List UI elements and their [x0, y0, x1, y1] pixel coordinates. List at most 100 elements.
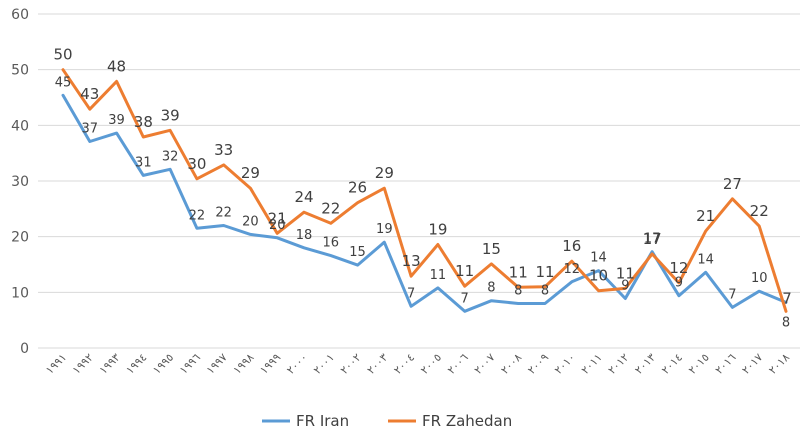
- data-label: 22: [750, 202, 769, 220]
- data-label: 7: [728, 287, 736, 302]
- x-tick-label: ١٩٩٢: [70, 351, 96, 377]
- data-label: 10: [589, 267, 608, 285]
- data-label: 11: [535, 263, 554, 281]
- data-label: 9: [621, 278, 629, 293]
- data-label: 30: [187, 155, 206, 173]
- data-label: 19: [428, 220, 447, 238]
- series-lines: [61, 68, 788, 313]
- y-axis: 0 10 20 30 40 50 60: [11, 7, 29, 357]
- data-label: 29: [241, 164, 260, 182]
- data-label: 9: [675, 276, 683, 291]
- y-tick-label: 20: [11, 230, 29, 246]
- data-label: 17: [643, 230, 662, 248]
- x-tick-label: ٢٠١٨: [766, 351, 792, 377]
- legend-label: FR Zahedan: [422, 412, 512, 430]
- data-label: 22: [321, 199, 340, 217]
- x-tick-label: ١٩٩٨: [231, 351, 257, 377]
- x-tick-label: ١٩٩١: [43, 351, 69, 377]
- data-label: 16: [562, 237, 581, 255]
- data-label: 16: [323, 236, 340, 251]
- y-tick-label: 30: [11, 174, 29, 190]
- data-label: 14: [590, 251, 607, 266]
- x-tick-label: ٢٠١٣: [632, 351, 658, 377]
- data-label: 38: [134, 113, 153, 131]
- data-label: 33: [214, 141, 233, 159]
- x-tick-label: ٢٠٠٠: [284, 351, 310, 377]
- data-label: 20: [242, 214, 259, 229]
- x-tick-label: ٢٠١٤: [659, 351, 685, 377]
- data-label: 43: [80, 85, 99, 103]
- x-tick-label: ١٩٩٧: [204, 351, 230, 377]
- x-tick-label: ٢٠١١: [579, 351, 605, 377]
- x-tick-label: ٢٠٠٢: [338, 351, 364, 377]
- x-tick-label: ٢٠٠٥: [418, 351, 444, 377]
- x-tick-label: ٢٠٠٦: [445, 351, 471, 377]
- data-label: 11: [455, 262, 474, 280]
- x-tick-label: ٢٠٠٨: [498, 351, 524, 377]
- x-tick-label: ٢٠١٦: [713, 351, 739, 377]
- x-tick-label: ٢٠١٥: [686, 351, 712, 377]
- x-tick-label: ١٩٩٤: [124, 351, 150, 377]
- data-label: 37: [82, 121, 99, 136]
- y-tick-label: 40: [11, 118, 29, 134]
- legend-label: FR Iran: [296, 412, 349, 430]
- data-label: 18: [296, 228, 313, 243]
- x-tick-label: ١٩٩٩: [257, 351, 283, 377]
- data-label: 12: [564, 262, 581, 277]
- data-label: 29: [375, 164, 394, 182]
- data-label: 7: [461, 291, 469, 306]
- data-label: 31: [135, 155, 152, 170]
- data-label: 15: [482, 240, 501, 258]
- data-label: 14: [697, 252, 714, 267]
- x-tick-label: ٢٠٠٧: [472, 351, 498, 377]
- data-label: 11: [616, 264, 635, 282]
- x-axis: ١٩٩١ ١٩٩٢ ١٩٩٣ ١٩٩٤ ١٩٩٥ ١٩٩٦ ١٩٩٧ ١٩٩٨ ١٩٩٩ ٢٠٠٠…: [43, 351, 792, 377]
- data-label: 8: [782, 315, 790, 330]
- x-tick-label: ٢٠٠٤: [391, 351, 417, 377]
- data-label: 13: [402, 252, 421, 270]
- series-line-fr-zahedan: [61, 68, 788, 313]
- x-tick-label: ٢٠١٠: [552, 351, 578, 377]
- data-label: 7: [407, 286, 415, 301]
- data-label: 22: [189, 208, 206, 223]
- data-label: 8: [514, 283, 522, 298]
- y-tick-label: 10: [11, 285, 29, 301]
- y-tick-label: 50: [11, 63, 29, 79]
- series-line-fr-iran: [61, 93, 788, 313]
- data-label: 21: [268, 209, 287, 227]
- data-label: 8: [487, 281, 495, 296]
- data-label: 7: [782, 289, 792, 307]
- x-tick-label: ١٩٩٣: [97, 351, 123, 377]
- x-tick-label: ٢٠٠١: [311, 351, 337, 377]
- gridlines: [38, 13, 800, 349]
- legend-item-fr-zahedan: FR Zahedan: [388, 412, 512, 430]
- data-label: 20: [269, 218, 286, 233]
- data-label: 39: [108, 113, 125, 128]
- data-label: 11: [509, 263, 528, 281]
- legend-item-fr-iran: FR Iran: [262, 412, 349, 430]
- data-label: 11: [430, 268, 447, 283]
- data-label: 24: [294, 188, 313, 206]
- data-label: 48: [107, 57, 126, 75]
- y-tick-label: 60: [11, 7, 29, 23]
- data-label: 17: [644, 232, 661, 247]
- x-tick-label: ٢٠٠٩: [525, 351, 551, 377]
- legend: FR Iran FR Zahedan: [262, 412, 512, 430]
- data-label: 8: [541, 283, 549, 298]
- data-label: 15: [349, 245, 366, 260]
- data-label: 12: [669, 259, 688, 277]
- data-label: 26: [348, 179, 367, 197]
- data-labels: 45 37 39 31 32 22 22 20 20 18 16 15 19 7 11 7 8 8 8 12 14 9 17…: [53, 46, 791, 331]
- x-tick-label: ٢٠١٢: [606, 351, 632, 377]
- data-label: 19: [376, 222, 393, 237]
- x-tick-label: ٢٠١٧: [739, 351, 765, 377]
- data-label: 39: [161, 106, 180, 124]
- y-tick-label: 0: [20, 341, 29, 357]
- data-label: 21: [696, 207, 715, 225]
- x-tick-label: ٢٠٠٣: [365, 351, 391, 377]
- data-label: 22: [215, 206, 232, 221]
- data-label: 32: [162, 149, 179, 164]
- data-label: 27: [723, 175, 742, 193]
